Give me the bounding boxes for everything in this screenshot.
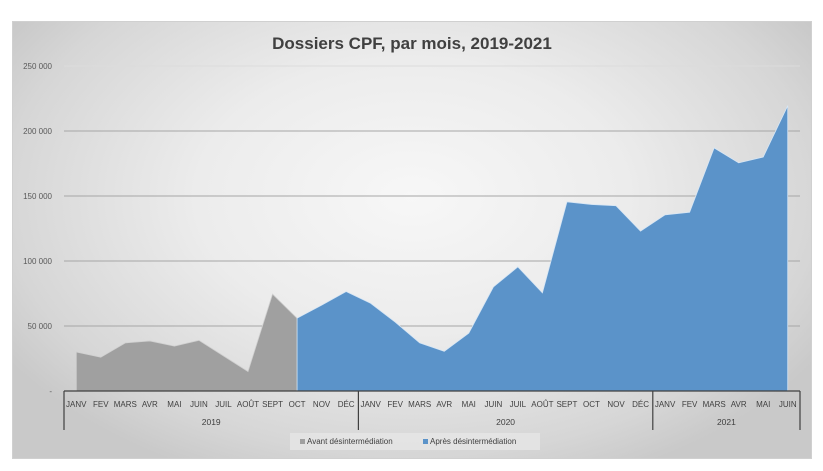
x-tick-label: AVR <box>731 400 747 409</box>
x-tick-label: MAI <box>756 400 770 409</box>
area-series-avant <box>75 293 323 392</box>
x-tick-label: JANV <box>360 400 381 409</box>
legend-swatch-avant <box>300 439 305 444</box>
x-tick-label: OCT <box>289 400 306 409</box>
y-tick-label: 150 000 <box>23 192 52 201</box>
x-tick-label: MARS <box>408 400 431 409</box>
x-tick-label: MAI <box>462 400 476 409</box>
year-label: 2019 <box>202 417 221 427</box>
year-label: 2020 <box>496 417 515 427</box>
x-tick-label: OCT <box>583 400 600 409</box>
x-tick-label: SEPT <box>262 400 283 409</box>
x-tick-label: FEV <box>387 400 403 409</box>
x-tick-label: NOV <box>607 400 625 409</box>
x-tick-label: AOÛT <box>531 400 553 409</box>
x-tick-label: JUIL <box>510 400 527 409</box>
legend-box <box>290 433 540 450</box>
y-tick-label: 200 000 <box>23 127 52 136</box>
chart-title: Dossiers CPF, par mois, 2019-2021 <box>272 34 552 53</box>
x-tick-label: MAI <box>167 400 181 409</box>
x-tick-label: AVR <box>436 400 452 409</box>
year-label: 2021 <box>717 417 736 427</box>
x-tick-label: JUIL <box>215 400 232 409</box>
x-axis: JANV FEV MARS AVR MAI JUIN JUIL AOÛT SEPT OCT NOV D… <box>63 390 801 430</box>
x-tick-label: JANV <box>655 400 676 409</box>
x-tick-label: NOV <box>313 400 331 409</box>
x-tick-label: DÉC <box>338 400 355 409</box>
x-tick-label: JUIN <box>190 400 208 409</box>
legend: Avant désintermédiation Après désintermé… <box>290 433 540 450</box>
area-series-apres <box>296 105 789 392</box>
x-tick-label: JANV <box>66 400 87 409</box>
x-tick-label: SEPT <box>556 400 577 409</box>
y-tick-label: 100 000 <box>23 257 52 266</box>
x-tick-label: MARS <box>703 400 726 409</box>
x-tick-label: MARS <box>114 400 137 409</box>
x-tick-label: JUIN <box>779 400 797 409</box>
x-tick-label: FEV <box>682 400 698 409</box>
x-tick-label: AOÛT <box>237 400 259 409</box>
legend-swatch-apres <box>423 439 428 444</box>
y-tick-label: 50 000 <box>28 322 53 331</box>
x-tick-label: DÉC <box>632 400 649 409</box>
y-tick-label: - <box>49 387 52 396</box>
y-axis-labels: - 50 000 100 000 150 000 200 000 250 000 <box>23 62 52 396</box>
legend-label-avant: Avant désintermédiation <box>307 437 393 446</box>
x-tick-label: JUIN <box>484 400 502 409</box>
legend-label-apres: Après désintermédiation <box>430 437 516 446</box>
x-tick-label: FEV <box>93 400 109 409</box>
x-tick-label: AVR <box>142 400 158 409</box>
plot-areas <box>75 105 789 392</box>
y-tick-label: 250 000 <box>23 62 52 71</box>
